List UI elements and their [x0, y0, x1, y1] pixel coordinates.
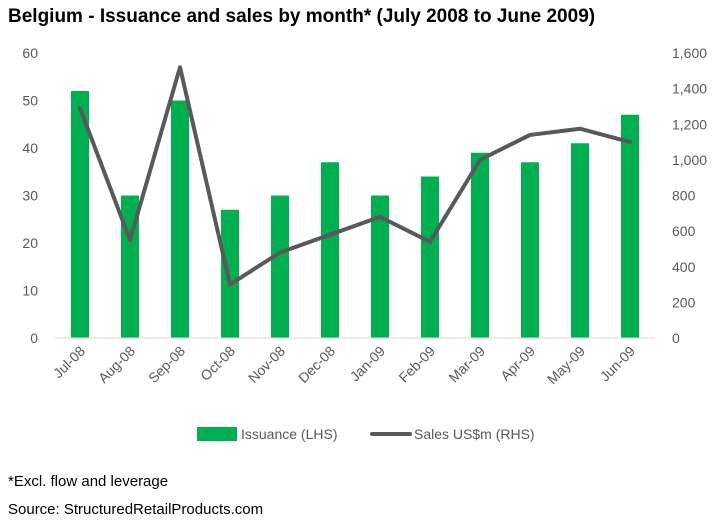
- chart-title: Belgium - Issuance and sales by month* (…: [8, 6, 596, 27]
- x-tick-label: Jan-09: [347, 343, 389, 385]
- issuance-bars: [71, 91, 639, 338]
- legend: Issuance (LHS) Sales US$m (RHS): [197, 426, 535, 442]
- issuance-bar: [521, 162, 539, 338]
- left-tick-label: 0: [30, 330, 38, 346]
- x-tick-label: Dec-08: [295, 343, 338, 386]
- right-tick-label: 600: [672, 223, 696, 239]
- right-axis: 0 200 400 600 800 1,000 1,200 1,400 1,600: [672, 45, 707, 346]
- x-axis: Jul-08 Aug-08 Sep-08 Oct-08 Nov-08 Dec-08 Jan-…: [50, 337, 655, 387]
- issuance-bar: [421, 176, 439, 338]
- left-tick-label: 60: [22, 45, 38, 61]
- right-tick-label: 200: [672, 294, 696, 310]
- x-tick-label: Feb-09: [395, 343, 438, 386]
- issuance-bar: [221, 209, 239, 338]
- right-tick-label: 1,400: [672, 81, 707, 97]
- issuance-bar: [71, 91, 89, 338]
- right-tick-label: 400: [672, 259, 696, 275]
- x-tick-label: Oct-08: [197, 343, 238, 384]
- issuance-bar: [621, 114, 639, 338]
- footnote-excl: *Excl. flow and leverage: [8, 473, 169, 490]
- x-tick-label: Mar-09: [445, 343, 488, 386]
- legend-label-sales: Sales US$m (RHS): [414, 426, 535, 442]
- legend-swatch-issuance: [197, 427, 237, 441]
- issuance-bar: [471, 152, 489, 338]
- issuance-bar: [171, 100, 189, 338]
- x-tick-label: Sep-08: [145, 343, 188, 386]
- x-tick-label: Aug-08: [95, 343, 138, 386]
- sales-line: [78, 65, 632, 287]
- x-tick-label: Nov-08: [245, 343, 288, 386]
- right-tick-label: 1,200: [672, 116, 707, 132]
- issuance-bar: [371, 195, 389, 338]
- left-tick-label: 30: [22, 188, 38, 204]
- footnote-source: Source: StructuredRetailProducts.com: [8, 501, 264, 518]
- right-tick-label: 0: [672, 330, 680, 346]
- x-tick-label: Jul-08: [50, 343, 88, 381]
- legend-label-issuance: Issuance (LHS): [241, 426, 337, 442]
- issuance-bar: [271, 195, 289, 338]
- left-tick-label: 20: [22, 235, 38, 251]
- x-tick-label: Jun-09: [597, 343, 639, 385]
- sales-line-path: [78, 65, 632, 287]
- left-axis: 0 10 20 30 40 50 60: [22, 45, 38, 346]
- left-tick-label: 40: [22, 140, 38, 156]
- x-tick-label: Apr-09: [497, 343, 538, 384]
- left-tick-label: 10: [22, 283, 38, 299]
- issuance-bar: [321, 162, 339, 338]
- right-tick-label: 1,600: [672, 45, 707, 61]
- right-tick-label: 800: [672, 188, 696, 204]
- x-tick-label: May-09: [544, 343, 588, 387]
- issuance-bar: [571, 143, 589, 338]
- left-tick-label: 50: [22, 93, 38, 109]
- right-tick-label: 1,000: [672, 152, 707, 168]
